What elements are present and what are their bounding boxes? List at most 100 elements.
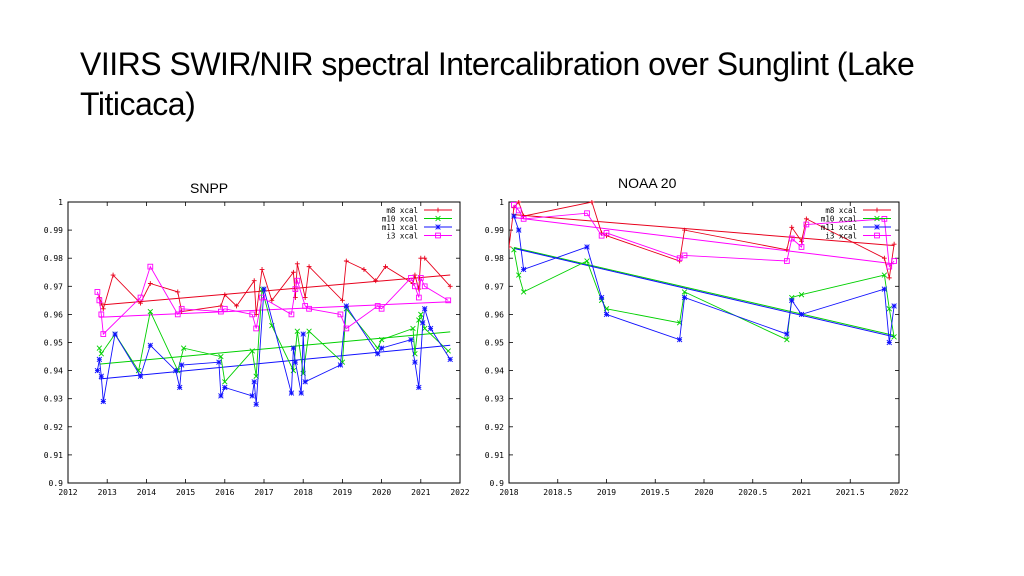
snpp-y-tick-label: 0.96	[44, 310, 63, 319]
snpp-point-m11	[343, 303, 350, 309]
noaa20-point-m11	[584, 244, 590, 250]
snpp-point-i3	[94, 289, 101, 295]
snpp-point-i3	[288, 311, 295, 318]
snpp-y-tick-label: 0.94	[44, 367, 63, 376]
snpp-point-m10	[135, 367, 142, 374]
snpp-point-m8	[269, 297, 275, 303]
noaa20-x-tick-label: 2018	[499, 488, 518, 497]
snpp-series-line-i3	[96, 265, 449, 336]
snpp-point-m11	[147, 342, 154, 349]
noaa20-legend-label: m10 xcal	[821, 215, 857, 224]
snpp-point-m11	[218, 393, 224, 399]
noaa20-y-tick-label: 0.91	[485, 451, 504, 460]
noaa20-x-tick-label: 2019	[597, 488, 616, 497]
snpp-x-tick-label: 2017	[254, 488, 273, 497]
snpp-trendline-m10	[99, 331, 451, 365]
snpp-point-m11	[251, 379, 257, 385]
snpp-point-m10	[222, 379, 228, 385]
noaa20-x-tick-label: 2021	[792, 488, 811, 497]
noaa20-trendline-i3	[513, 216, 895, 265]
snpp-point-m10	[418, 311, 424, 318]
snpp-point-m11	[100, 398, 106, 405]
snpp-point-i3	[306, 305, 312, 312]
noaa20-y-tick-label: 0.95	[485, 339, 504, 348]
noaa20-point-m10	[886, 306, 892, 312]
noaa20-point-m8	[886, 275, 892, 281]
snpp-point-m11	[137, 373, 144, 379]
snpp-point-m11	[94, 367, 101, 374]
snpp-y-tick-label: 0.95	[44, 339, 63, 348]
snpp-point-m8	[373, 278, 379, 284]
noaa20-point-m11	[598, 294, 605, 301]
snpp-legend-marker	[435, 215, 441, 222]
slide-title: VIIRS SWIR/NIR spectral Intercalibration…	[80, 46, 915, 122]
noaa20-point-i3	[784, 258, 790, 264]
noaa20-point-m8	[589, 200, 595, 205]
noaa20-point-m11	[603, 311, 610, 318]
noaa20-series-line-m11	[513, 215, 895, 343]
noaa20-point-i3	[891, 258, 897, 264]
noaa20-x-tick-label: 2022	[889, 488, 908, 497]
snpp-point-m11	[420, 320, 426, 326]
noaa20-series-group	[509, 200, 897, 346]
noaa20-legend-marker	[874, 215, 880, 222]
noaa20-point-m10	[584, 258, 590, 264]
noaa20-point-m11	[886, 339, 892, 346]
noaa20-y-tick-label: 0.96	[485, 310, 504, 319]
snpp-point-i3	[259, 294, 265, 301]
noaa20-point-i3	[515, 207, 522, 214]
snpp-point-i3	[415, 294, 422, 301]
noaa20-point-i3	[511, 201, 517, 208]
snpp-point-i3	[98, 311, 105, 318]
snpp-point-m10	[218, 353, 224, 360]
chart-title-snpp: SNPP	[190, 180, 229, 196]
noaa20-point-i3	[584, 210, 590, 217]
snpp-x-tick-label: 2012	[58, 488, 77, 497]
snpp-point-i3	[412, 283, 418, 290]
noaa20-point-m8	[789, 224, 795, 230]
snpp-point-m11	[173, 367, 179, 374]
snpp-x-tick-label: 2014	[137, 488, 156, 497]
snpp-point-i3	[253, 325, 260, 332]
snpp-y-tick-label: 0.9	[49, 479, 64, 488]
snpp-point-m11	[447, 356, 453, 363]
snpp-point-m10	[410, 325, 416, 332]
snpp-x-tick-label: 2013	[98, 488, 117, 497]
snpp-point-m8	[138, 300, 143, 306]
noaa20-y-tick-label: 0.9	[490, 479, 505, 488]
snpp-point-m8	[306, 264, 312, 270]
noaa20-trendline-m10	[513, 247, 895, 336]
snpp-point-m8	[302, 295, 308, 300]
snpp-point-m11	[412, 359, 418, 365]
snpp-point-m11	[290, 345, 297, 351]
noaa20-point-m11	[789, 297, 795, 304]
snpp-x-tick-label: 2016	[215, 488, 234, 497]
noaa20-point-m8	[891, 241, 897, 247]
noaa20-point-m10	[784, 336, 790, 343]
noaa20-y-tick-label: 0.98	[485, 254, 504, 263]
snpp-chart: 2012 2013 2014 2015 2016 2017 2018 2019 2020 2021…	[44, 198, 470, 497]
snpp-y-tick-label: 0.98	[44, 254, 63, 263]
snpp-point-m10	[374, 345, 381, 351]
snpp-point-m8	[291, 269, 296, 275]
noaa20-point-m11	[881, 286, 888, 292]
noaa20-legend-marker	[874, 232, 880, 239]
noaa20-point-m10	[516, 272, 522, 278]
noaa20-y-tick-label: 0.94	[485, 367, 504, 376]
noaa20-point-m10	[881, 272, 888, 278]
snpp-point-m8	[383, 264, 388, 270]
snpp-point-i3	[147, 263, 154, 270]
snpp-point-m11	[298, 390, 304, 396]
snpp-point-m8	[259, 267, 265, 272]
snpp-point-m10	[98, 351, 105, 357]
snpp-point-m11	[292, 359, 299, 365]
noaa20-y-tick-label: 0.97	[485, 282, 504, 291]
noaa20-point-m10	[891, 334, 897, 340]
snpp-point-i3	[417, 275, 424, 281]
noaa20-trendline-m8	[513, 214, 895, 247]
snpp-point-m11	[288, 390, 295, 396]
snpp-y-tick-label: 0.99	[44, 226, 63, 235]
noaa20-point-m11	[516, 227, 522, 233]
snpp-y-tick-label: 1	[58, 198, 63, 207]
snpp-x-tick-label: 2018	[294, 488, 313, 497]
